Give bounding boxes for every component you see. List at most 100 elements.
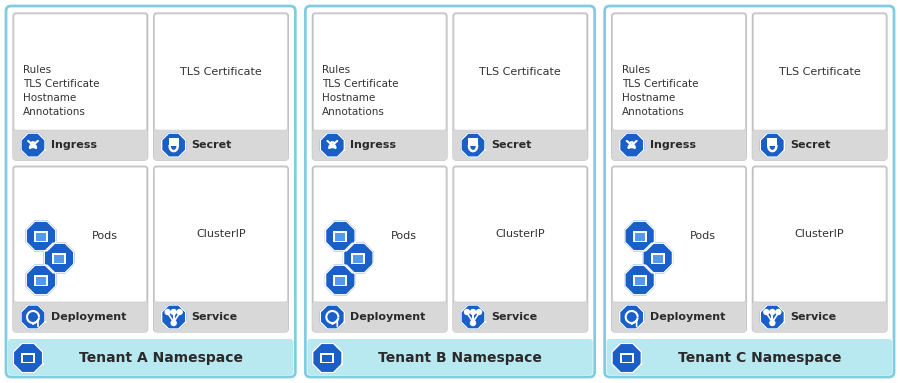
Bar (336, 277, 346, 285)
FancyBboxPatch shape (8, 339, 293, 375)
Text: Hostname: Hostname (23, 93, 76, 103)
Text: TLS Certificate: TLS Certificate (180, 67, 262, 77)
Polygon shape (26, 265, 56, 295)
Bar (634, 277, 644, 285)
Polygon shape (14, 343, 43, 373)
Bar (351, 253, 365, 264)
Polygon shape (625, 221, 654, 251)
Text: TLS Certificate: TLS Certificate (23, 79, 100, 89)
FancyBboxPatch shape (752, 302, 887, 332)
Bar (36, 233, 46, 241)
Circle shape (171, 309, 176, 314)
FancyBboxPatch shape (154, 130, 288, 160)
FancyBboxPatch shape (453, 166, 588, 332)
Circle shape (177, 309, 182, 314)
Circle shape (764, 309, 769, 314)
Bar (468, 138, 478, 146)
FancyBboxPatch shape (307, 339, 593, 375)
FancyBboxPatch shape (612, 166, 746, 332)
Text: Deployment: Deployment (51, 312, 126, 322)
Bar (620, 353, 634, 363)
Text: ClusterIP: ClusterIP (196, 229, 246, 239)
FancyBboxPatch shape (613, 167, 745, 302)
Polygon shape (620, 305, 643, 329)
FancyBboxPatch shape (312, 166, 447, 332)
Text: TLS Certificate: TLS Certificate (622, 79, 698, 89)
FancyBboxPatch shape (13, 13, 148, 160)
Circle shape (171, 321, 176, 326)
FancyBboxPatch shape (313, 14, 446, 130)
FancyBboxPatch shape (154, 302, 288, 332)
Text: ClusterIP: ClusterIP (496, 229, 545, 239)
FancyBboxPatch shape (453, 130, 588, 160)
Text: Hostname: Hostname (622, 93, 675, 103)
FancyBboxPatch shape (6, 6, 295, 377)
FancyBboxPatch shape (305, 6, 595, 377)
FancyBboxPatch shape (13, 130, 148, 160)
FancyBboxPatch shape (312, 13, 447, 160)
Bar (336, 233, 346, 241)
Bar (651, 253, 665, 264)
Bar (36, 277, 46, 285)
FancyBboxPatch shape (753, 167, 886, 302)
Text: Rules: Rules (622, 65, 650, 75)
FancyBboxPatch shape (14, 167, 147, 302)
Text: Annotations: Annotations (322, 107, 385, 117)
Bar (333, 231, 347, 242)
Text: Pods: Pods (92, 231, 118, 241)
Polygon shape (21, 133, 45, 157)
Polygon shape (44, 243, 74, 273)
Text: Service: Service (192, 312, 238, 322)
FancyBboxPatch shape (612, 130, 746, 160)
FancyBboxPatch shape (14, 14, 147, 130)
Circle shape (166, 309, 170, 314)
Polygon shape (760, 305, 784, 329)
Text: Deployment: Deployment (350, 312, 426, 322)
FancyBboxPatch shape (607, 339, 892, 375)
Polygon shape (162, 305, 185, 329)
FancyBboxPatch shape (313, 167, 446, 302)
Bar (333, 275, 347, 286)
FancyBboxPatch shape (612, 13, 746, 160)
Bar (34, 231, 48, 242)
Text: Ingress: Ingress (350, 140, 396, 150)
Text: Service: Service (491, 312, 537, 322)
Bar (768, 138, 778, 146)
Bar (21, 353, 35, 363)
Polygon shape (643, 243, 672, 273)
Text: Rules: Rules (322, 65, 350, 75)
Polygon shape (625, 265, 654, 295)
FancyBboxPatch shape (155, 167, 287, 302)
Polygon shape (162, 133, 185, 157)
FancyBboxPatch shape (155, 14, 287, 130)
Bar (322, 355, 332, 362)
Text: Secret: Secret (192, 140, 232, 150)
FancyBboxPatch shape (453, 13, 588, 160)
FancyBboxPatch shape (154, 13, 288, 160)
Polygon shape (344, 243, 374, 273)
Text: Hostname: Hostname (322, 93, 375, 103)
Polygon shape (312, 343, 342, 373)
Circle shape (471, 321, 475, 326)
Text: Annotations: Annotations (622, 107, 685, 117)
Bar (54, 255, 64, 263)
FancyBboxPatch shape (605, 6, 894, 377)
Polygon shape (320, 133, 345, 157)
Circle shape (476, 309, 482, 314)
FancyBboxPatch shape (752, 166, 887, 332)
Circle shape (776, 309, 781, 314)
FancyBboxPatch shape (154, 166, 288, 332)
Text: Pods: Pods (690, 231, 716, 241)
Circle shape (770, 309, 775, 314)
Text: Tenant B Namespace: Tenant B Namespace (378, 351, 542, 365)
Text: ClusterIP: ClusterIP (795, 229, 844, 239)
Polygon shape (620, 133, 643, 157)
Bar (320, 353, 334, 363)
FancyBboxPatch shape (312, 302, 447, 332)
FancyBboxPatch shape (13, 302, 148, 332)
Bar (634, 233, 644, 241)
Bar (168, 138, 179, 146)
Polygon shape (612, 343, 642, 373)
FancyBboxPatch shape (613, 14, 745, 130)
Text: TLS Certificate: TLS Certificate (322, 79, 399, 89)
